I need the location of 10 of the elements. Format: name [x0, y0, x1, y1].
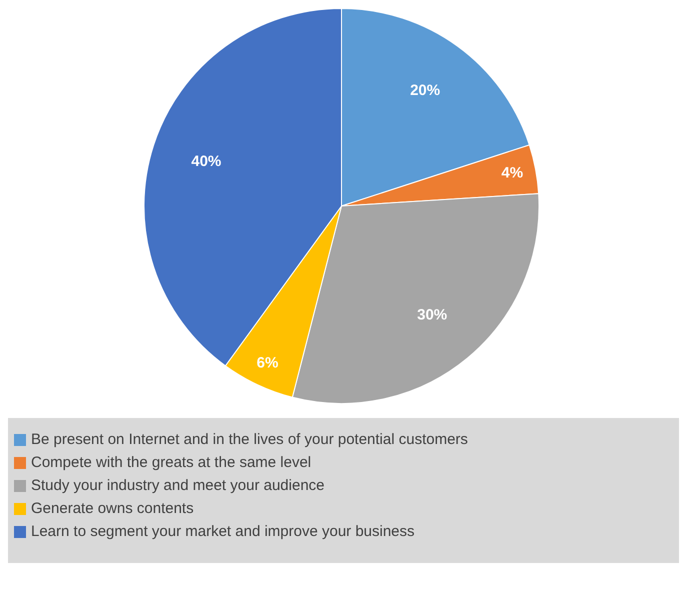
data-label: 6% — [256, 354, 278, 372]
legend-label: Be present on Internet and in the lives of your potential customers — [31, 430, 468, 450]
data-label: 20% — [410, 82, 440, 100]
legend-label: Compete with the greats at the same level — [31, 453, 312, 473]
data-label: 40% — [191, 153, 222, 170]
data-label: 30% — [417, 306, 448, 324]
legend-label: Learn to segment your market and improve your business — [31, 522, 415, 542]
legend-label: Study your industry and meet your audience — [31, 476, 325, 496]
legend-label: Generate owns contents — [31, 499, 194, 519]
data-label: 4% — [501, 164, 524, 182]
